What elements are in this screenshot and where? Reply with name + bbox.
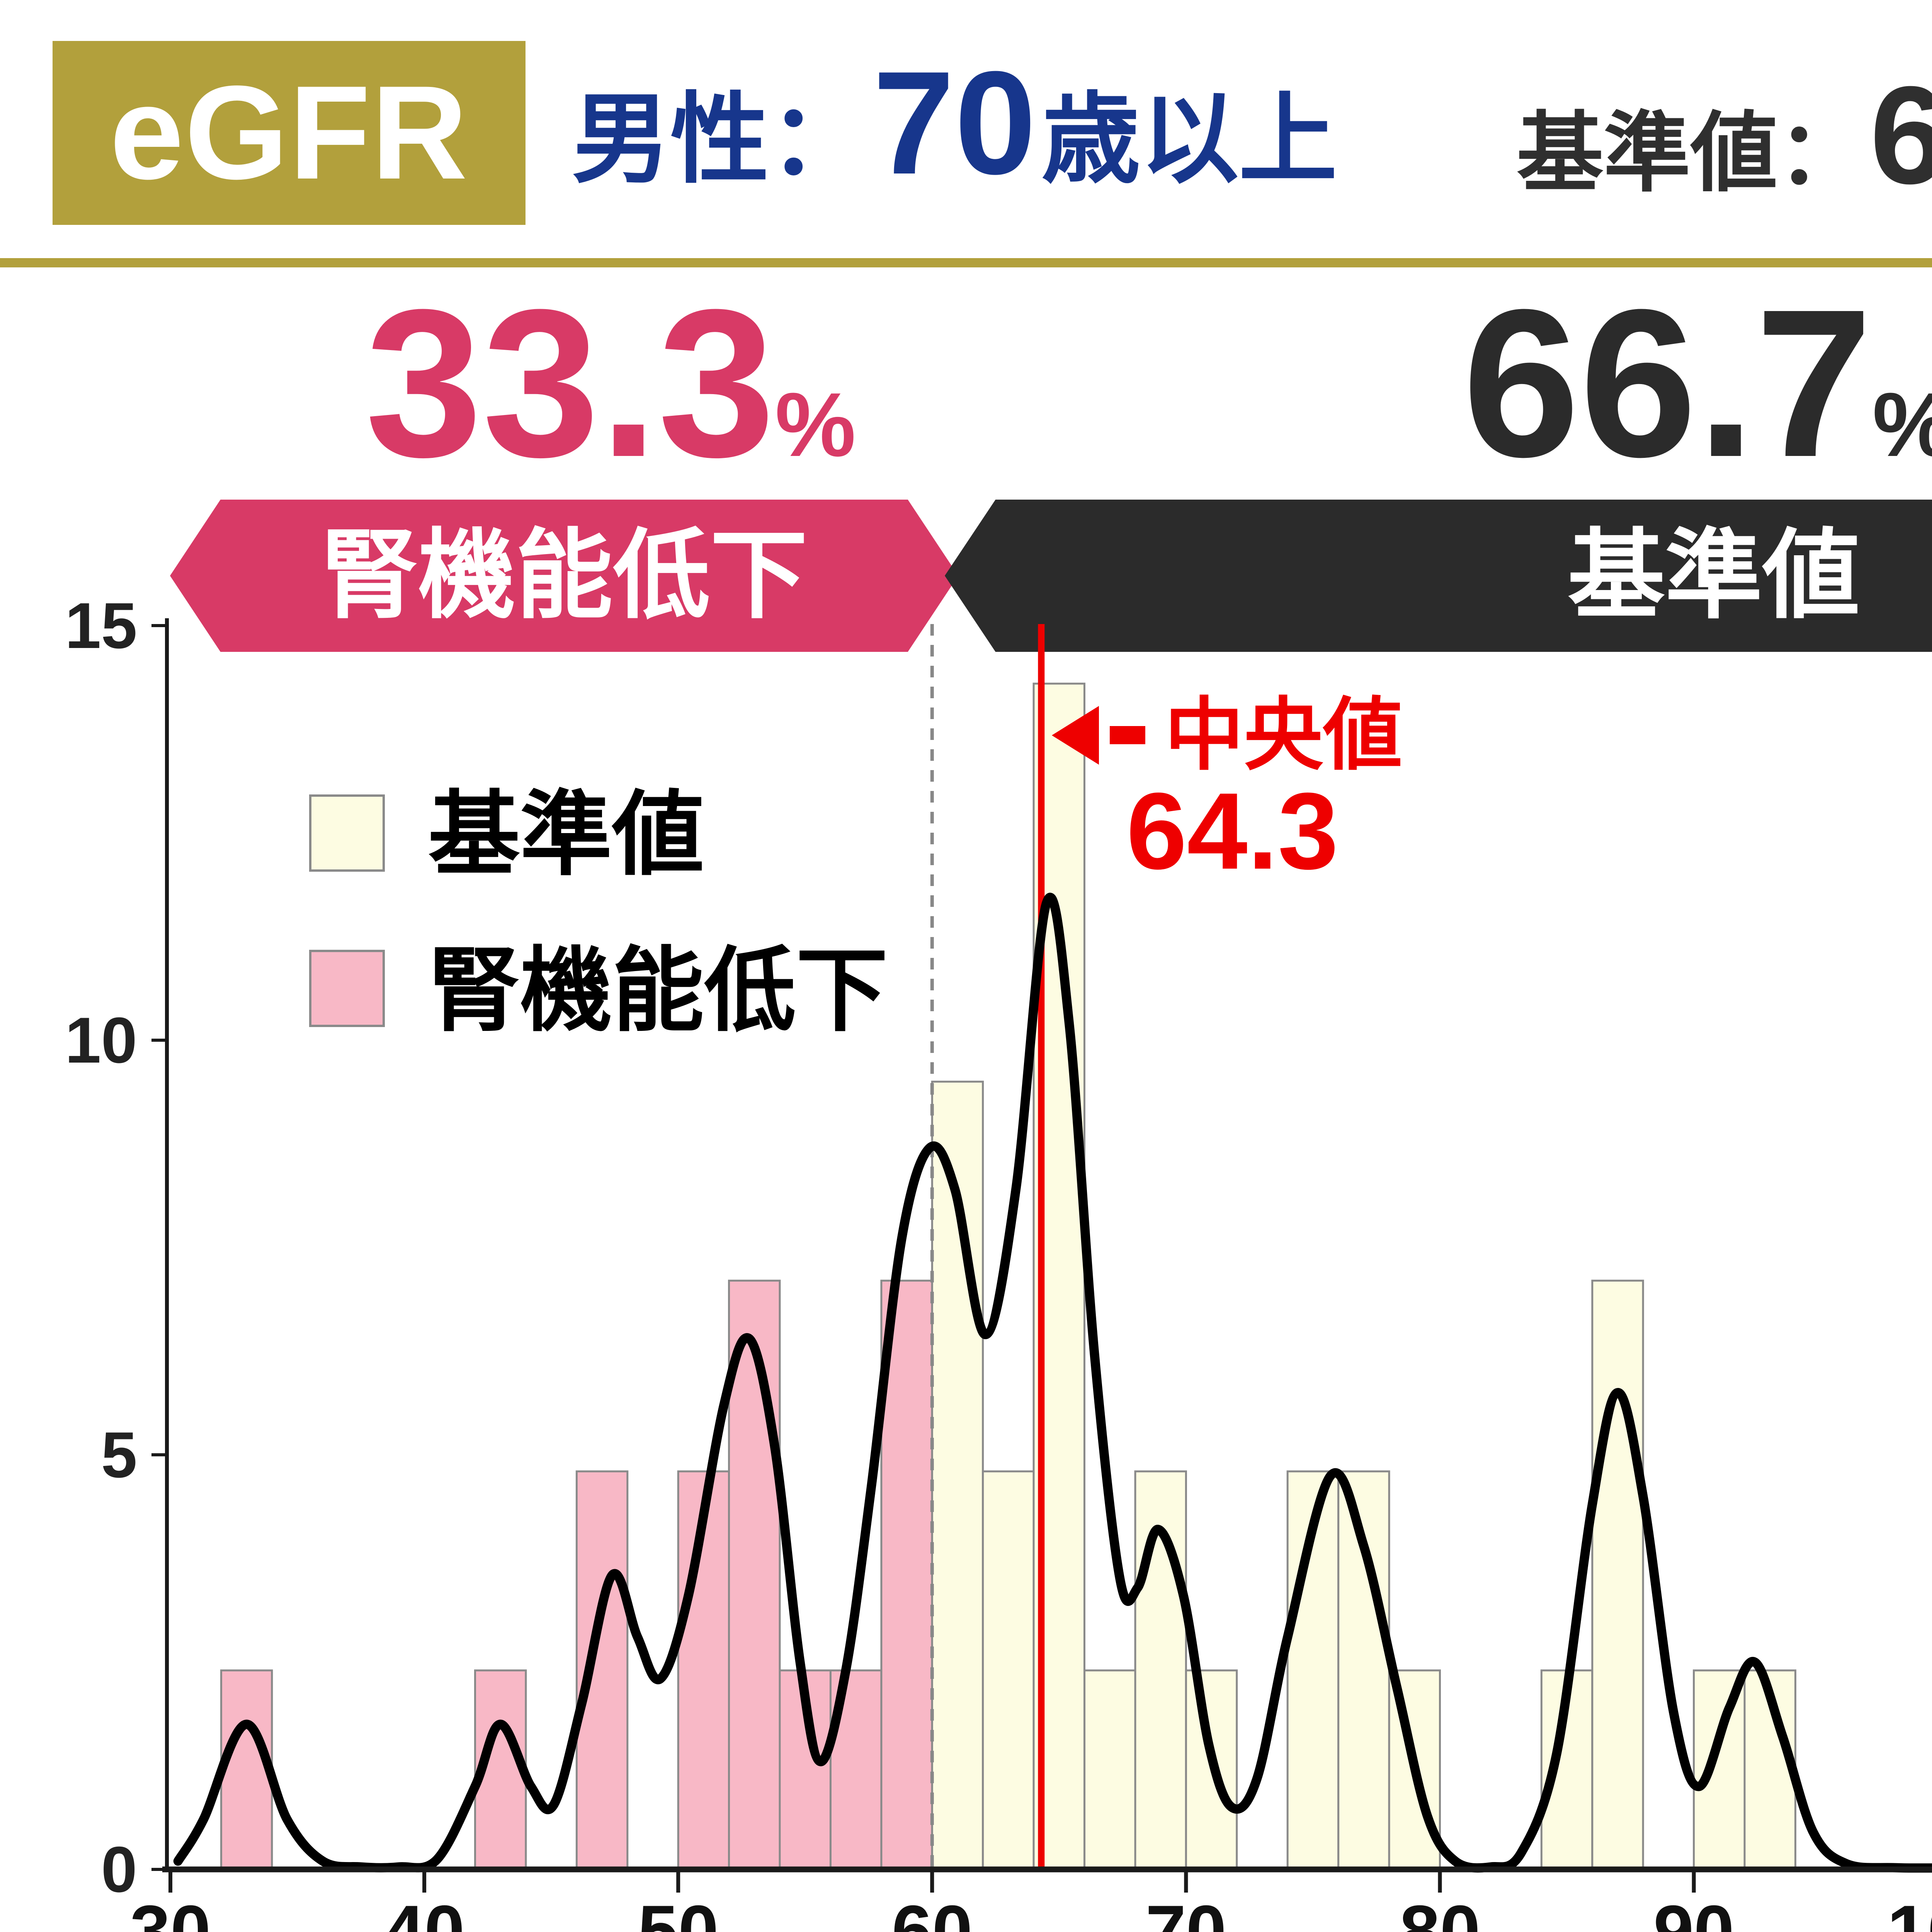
header-divider — [0, 258, 1932, 267]
x-tick-label-100: 100 — [1887, 1890, 1932, 1932]
median-value: 64.3 — [1126, 770, 1338, 892]
left-arrow-icon — [1052, 706, 1099, 765]
low-range-banner-label: 腎機能低下 — [320, 521, 808, 630]
group-title-value: 70 — [873, 41, 1036, 205]
group-title-label: 男性： — [572, 85, 868, 195]
low-range-banner: 腎機能低下 — [170, 500, 958, 652]
low-percentage-unit: % — [775, 374, 856, 475]
y-tick-label-0: 0 — [101, 1833, 137, 1906]
legend-label-normal: 基準値 — [428, 784, 704, 886]
reference-title: 基準値： 60 mL/min 以上 — [1517, 66, 1932, 212]
legend-label-low: 腎機能低下 — [428, 940, 888, 1042]
normal-range-banner-label: 基準値 — [1567, 521, 1860, 630]
kde-curve — [173, 893, 1932, 1873]
normal-percentage-unit: % — [1872, 374, 1932, 475]
median-callout: 中央値 — [1052, 696, 1402, 775]
histogram-bar-52 — [728, 1279, 781, 1871]
low-percentage: 33.3% — [270, 278, 951, 489]
x-tick-label-60: 60 — [892, 1890, 973, 1932]
reference-title-label: 基準値： — [1517, 104, 1864, 202]
x-tick-label-30: 30 — [130, 1890, 211, 1932]
group-title: 男性： 70 歳以上 — [572, 49, 1337, 206]
group-title-suffix: 歳以上 — [1041, 85, 1337, 195]
x-tick-label-40: 40 — [384, 1890, 465, 1932]
histogram-bar-66 — [1083, 1669, 1136, 1871]
reference-title-value: 60 — [1870, 58, 1932, 213]
median-label: 中央値 — [1165, 691, 1402, 779]
x-tick-label-90: 90 — [1653, 1890, 1734, 1932]
normal-percentage: 66.7% — [1368, 278, 1932, 489]
y-tick-label-15: 15 — [65, 591, 137, 662]
legend-swatch-low — [309, 950, 385, 1027]
low-percentage-value: 33.3 — [365, 266, 775, 501]
y-tick-label-5: 5 — [101, 1418, 137, 1491]
histogram-bar-62 — [982, 1470, 1035, 1871]
histogram-bar-86 — [1591, 1279, 1644, 1871]
egfr-badge-text: eGFR — [109, 58, 469, 207]
normal-range-banner: 基準値 — [945, 500, 1932, 652]
histogram-bar-92 — [1743, 1669, 1796, 1871]
x-tick-label-80: 80 — [1400, 1890, 1480, 1932]
histogram-bar-32 — [220, 1669, 273, 1871]
egfr-badge: eGFR — [53, 41, 526, 225]
histogram-chart: 05101530405060708090100110120 — [65, 591, 1932, 1932]
x-tick-label-70: 70 — [1146, 1890, 1226, 1932]
legend-swatch-normal — [309, 794, 385, 872]
x-tick-label-50: 50 — [638, 1890, 719, 1932]
normal-percentage-value: 66.7 — [1463, 266, 1872, 501]
left-arrow-shaft — [1110, 726, 1145, 744]
y-tick-label-10: 10 — [65, 1004, 137, 1077]
